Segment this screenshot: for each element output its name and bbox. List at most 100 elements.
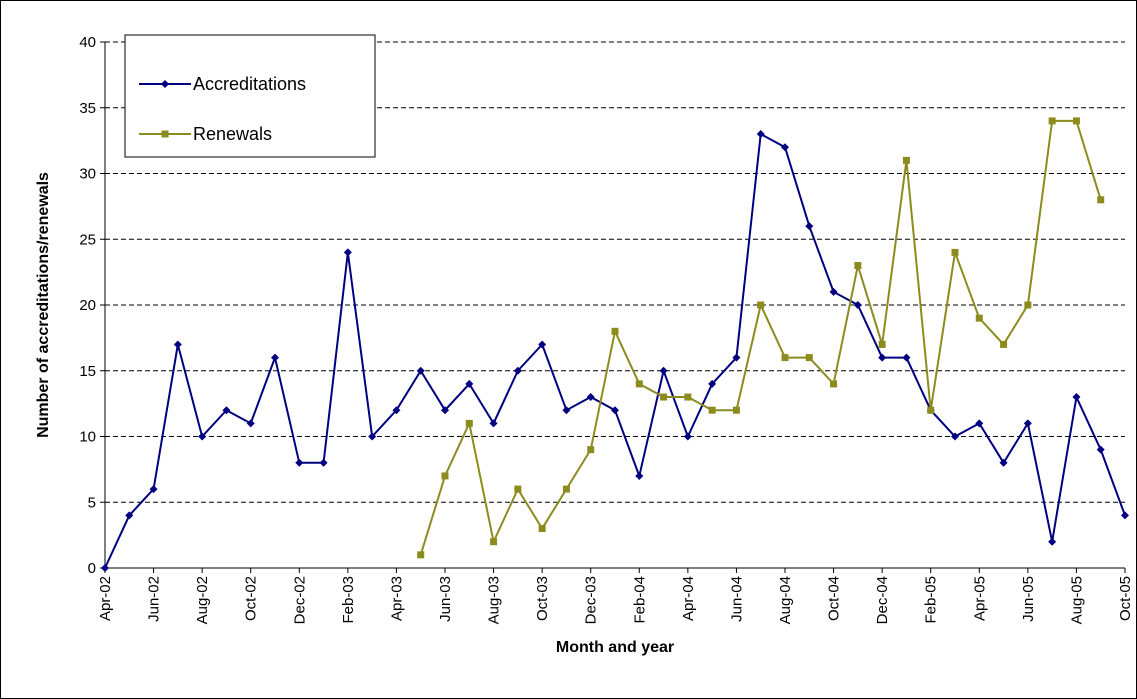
point	[878, 340, 886, 348]
point	[829, 287, 838, 296]
point	[441, 472, 449, 480]
x-tick-label: Oct-04	[826, 576, 843, 621]
point	[562, 406, 571, 415]
point	[611, 327, 619, 335]
point	[101, 564, 109, 572]
point	[173, 340, 182, 349]
point	[490, 538, 498, 546]
point	[1072, 117, 1080, 125]
point	[902, 353, 911, 362]
point	[465, 419, 473, 427]
point	[149, 485, 158, 494]
x-tick-label: Dec-04	[874, 576, 891, 624]
point	[161, 80, 169, 88]
y-axis-title: Number of accreditations/renewals	[35, 172, 52, 438]
x-tick-label: Aug-02	[194, 576, 211, 624]
legend-label: Accreditations	[193, 74, 306, 94]
point	[1048, 537, 1057, 546]
point	[635, 471, 644, 480]
point	[975, 314, 983, 322]
point	[635, 380, 643, 388]
point	[586, 393, 595, 402]
x-tick-label: Feb-05	[923, 576, 940, 624]
point	[587, 446, 595, 454]
point	[853, 301, 862, 309]
point	[392, 406, 401, 415]
point	[343, 248, 352, 257]
point	[441, 406, 449, 415]
point	[1096, 445, 1105, 454]
point	[878, 353, 887, 362]
point	[198, 432, 207, 441]
point	[319, 458, 328, 467]
point	[660, 393, 668, 401]
point	[562, 485, 570, 493]
y-tick-label: 15	[79, 363, 96, 380]
y-tick-label: 30	[79, 166, 96, 183]
x-tick-label: Aug-04	[777, 576, 794, 624]
y-tick-label: 25	[79, 231, 96, 248]
point	[757, 301, 765, 309]
point	[781, 354, 789, 362]
point	[1000, 340, 1008, 348]
point	[854, 262, 862, 270]
point	[489, 419, 498, 428]
x-tick-label: Jun-02	[146, 576, 163, 622]
point	[1121, 511, 1129, 520]
x-tick-label: Jun-03	[437, 576, 454, 622]
point	[513, 366, 522, 375]
point	[659, 366, 668, 375]
x-tick-label: Aug-05	[1068, 576, 1085, 624]
y-tick-label: 40	[79, 34, 96, 51]
x-tick-label: Jun-04	[728, 576, 745, 622]
point	[538, 525, 546, 533]
point	[732, 406, 740, 414]
point	[416, 366, 425, 375]
point	[951, 432, 959, 441]
x-tick-label: Feb-04	[631, 576, 648, 624]
point	[271, 353, 279, 362]
point	[805, 354, 813, 362]
point	[1072, 393, 1081, 402]
x-tick-label: Apr-04	[680, 576, 697, 621]
y-tick-label: 10	[79, 429, 96, 446]
point	[683, 432, 692, 441]
y-tick-label: 5	[88, 494, 96, 511]
point	[805, 222, 814, 231]
x-tick-label: Oct-02	[243, 576, 260, 621]
point	[417, 551, 425, 559]
point	[368, 432, 377, 441]
point	[465, 379, 474, 388]
point	[125, 511, 134, 520]
point	[902, 156, 910, 164]
x-tick-label: Apr-03	[388, 576, 405, 621]
point	[975, 419, 984, 428]
x-axis-title: Month and year	[556, 639, 674, 656]
point	[222, 406, 231, 415]
point	[708, 406, 716, 414]
y-tick-label: 20	[79, 297, 96, 314]
point	[756, 130, 765, 139]
point	[684, 393, 692, 401]
x-tick-label: Jun-05	[1020, 576, 1037, 622]
y-tick-label: 0	[88, 560, 96, 577]
legend-label: Renewals	[193, 124, 272, 144]
point	[830, 380, 838, 388]
y-tick-label: 35	[79, 100, 96, 117]
point	[161, 130, 169, 138]
x-tick-label: Dec-03	[583, 576, 600, 624]
x-tick-label: Dec-02	[291, 576, 308, 624]
point	[1023, 419, 1032, 428]
x-tick-label: Aug-03	[486, 576, 503, 624]
x-tick-label: Feb-03	[340, 576, 357, 624]
point	[1024, 301, 1032, 309]
point	[927, 406, 935, 414]
point	[999, 458, 1008, 467]
point	[295, 458, 304, 467]
point	[611, 406, 619, 415]
point	[708, 379, 717, 388]
point	[951, 248, 959, 256]
point	[514, 485, 522, 493]
x-tick-label: Apr-02	[97, 576, 114, 621]
